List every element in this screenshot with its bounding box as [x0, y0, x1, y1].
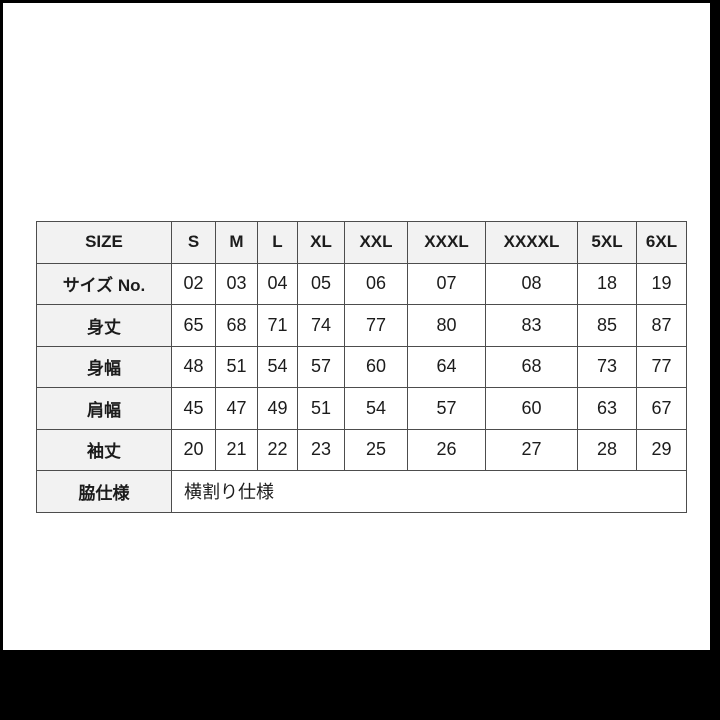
value-cell: 18	[577, 262, 637, 305]
value-cell: 21	[215, 428, 258, 471]
value-cell: 57	[407, 387, 486, 430]
value-cell: 64	[407, 345, 486, 388]
value-cell: 49	[257, 387, 298, 430]
value-cell: 25	[344, 428, 408, 471]
value-cell: 85	[577, 304, 637, 347]
header-cell-xxxl: XXXL	[407, 221, 486, 264]
value-cell: 51	[297, 387, 345, 430]
value-cell: 77	[636, 345, 687, 388]
value-cell: 27	[485, 428, 578, 471]
header-cell-xxxxl: XXXXL	[485, 221, 578, 264]
header-cell-m: M	[215, 221, 258, 264]
header-cell-s: S	[171, 221, 216, 264]
row-label: 身丈	[36, 304, 172, 347]
table-row: 身幅 48 51 54 57 60 64 68 73 77	[36, 345, 687, 388]
value-cell: 60	[485, 387, 578, 430]
value-cell: 77	[344, 304, 408, 347]
size-chart-table: SIZE S M L XL XXL XXXL XXXXL 5XL 6XL サイズ No. 02 03…	[36, 221, 687, 513]
spec-value-cell: 横割り仕様	[171, 470, 687, 513]
value-cell: 06	[344, 262, 408, 305]
table-row: 肩幅 45 47 49 51 54 57 60 63 67	[36, 387, 687, 430]
value-cell: 07	[407, 262, 486, 305]
value-cell: 02	[171, 262, 216, 305]
value-cell: 29	[636, 428, 687, 471]
header-cell-xxl: XXL	[344, 221, 408, 264]
row-label: 身幅	[36, 345, 172, 388]
table-row: 身丈 65 68 71 74 77 80 83 85 87	[36, 304, 687, 347]
value-cell: 80	[407, 304, 486, 347]
row-label: 脇仕様	[36, 470, 172, 513]
value-cell: 54	[344, 387, 408, 430]
value-cell: 74	[297, 304, 345, 347]
photo-background: SIZE S M L XL XXL XXXL XXXXL 5XL 6XL サイズ No. 02 03…	[3, 3, 710, 650]
header-cell-xl: XL	[297, 221, 345, 264]
table-row: 袖丈 20 21 22 23 25 26 27 28 29	[36, 428, 687, 471]
value-cell: 67	[636, 387, 687, 430]
value-cell: 22	[257, 428, 298, 471]
value-cell: 63	[577, 387, 637, 430]
value-cell: 28	[577, 428, 637, 471]
row-label: 袖丈	[36, 428, 172, 471]
header-cell-5xl: 5XL	[577, 221, 637, 264]
value-cell: 26	[407, 428, 486, 471]
value-cell: 05	[297, 262, 345, 305]
value-cell: 65	[171, 304, 216, 347]
value-cell: 08	[485, 262, 578, 305]
value-cell: 20	[171, 428, 216, 471]
value-cell: 45	[171, 387, 216, 430]
value-cell: 68	[215, 304, 258, 347]
value-cell: 73	[577, 345, 637, 388]
header-cell-size: SIZE	[36, 221, 172, 264]
value-cell: 57	[297, 345, 345, 388]
value-cell: 23	[297, 428, 345, 471]
table-row: サイズ No. 02 03 04 05 06 07 08 18 19	[36, 262, 687, 305]
value-cell: 04	[257, 262, 298, 305]
value-cell: 68	[485, 345, 578, 388]
header-cell-l: L	[257, 221, 298, 264]
value-cell: 47	[215, 387, 258, 430]
value-cell: 54	[257, 345, 298, 388]
value-cell: 03	[215, 262, 258, 305]
value-cell: 83	[485, 304, 578, 347]
size-table-body: サイズ No. 02 03 04 05 06 07 08 18 19 身丈 65 68 71 74 77 80 8…	[36, 262, 687, 513]
row-label: 肩幅	[36, 387, 172, 430]
table-row: 脇仕様 横割り仕様	[36, 470, 687, 513]
row-label: サイズ No.	[36, 262, 172, 305]
value-cell: 51	[215, 345, 258, 388]
header-cell-6xl: 6XL	[636, 221, 687, 264]
value-cell: 71	[257, 304, 298, 347]
value-cell: 60	[344, 345, 408, 388]
header-row: SIZE S M L XL XXL XXXL XXXXL 5XL 6XL	[36, 221, 687, 264]
value-cell: 48	[171, 345, 216, 388]
value-cell: 87	[636, 304, 687, 347]
value-cell: 19	[636, 262, 687, 305]
